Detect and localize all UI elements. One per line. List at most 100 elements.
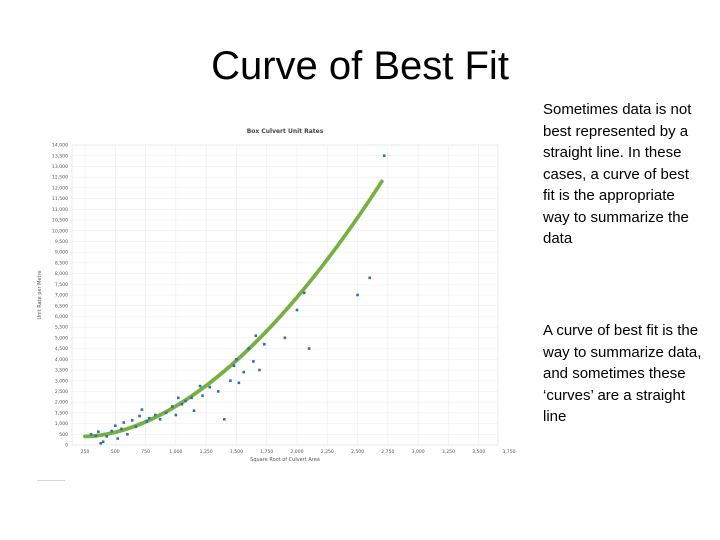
y-tick-label: 4,000 — [55, 357, 68, 363]
data-point — [254, 334, 258, 338]
x-tick-label: 250 — [81, 449, 90, 455]
y-tick-label: 7,000 — [55, 293, 68, 299]
y-tick-label: 3,000 — [55, 378, 68, 384]
x-tick-label: 2,750 — [381, 449, 394, 455]
y-tick-label: 7,500 — [55, 282, 68, 288]
data-point — [174, 413, 178, 417]
y-tick-label: 9,500 — [55, 239, 68, 245]
data-point — [232, 364, 236, 368]
paragraph-1: Sometimes data is not best represented b… — [543, 101, 692, 247]
x-tick-label: 2,250 — [321, 449, 334, 455]
x-tick-label: 1,750 — [260, 449, 273, 455]
chart-figure: 0 500 1,000 1,500 2,000 2,500 3,000 3,500 4,000 4… — [30, 125, 520, 475]
x-tick-label: 2,500 — [351, 449, 364, 455]
data-point — [105, 435, 109, 438]
data-point — [176, 396, 180, 400]
data-point — [101, 440, 105, 444]
data-point — [307, 347, 311, 350]
x-tick-label: 3,750 — [502, 449, 515, 455]
x-tick-label: 3,000 — [412, 449, 425, 455]
y-tick-label: 8,000 — [55, 271, 68, 277]
data-point — [302, 291, 306, 295]
data-point — [235, 357, 238, 361]
data-point — [130, 419, 134, 422]
y-tick-label: 13,500 — [52, 153, 68, 159]
paragraph-2: A curve of best fit is the way to summar… — [543, 322, 702, 425]
data-point — [140, 408, 144, 411]
data-point — [170, 405, 174, 408]
y-tick-label: 2,000 — [55, 400, 68, 406]
y-tick-label: 14,000 — [52, 143, 68, 149]
y-tick-label: 11,500 — [52, 196, 68, 202]
x-tick-label: 3,250 — [442, 449, 455, 455]
y-tick-label: 0 — [65, 443, 68, 449]
y-tick-label: 10,000 — [52, 228, 68, 234]
data-point — [190, 396, 193, 400]
y-tick-label: 1,500 — [55, 410, 68, 416]
data-point — [153, 413, 157, 417]
footer-mark — [37, 480, 65, 481]
data-point — [113, 424, 117, 428]
y-tick-label: 1,000 — [55, 421, 68, 427]
data-point — [89, 432, 93, 436]
data-point — [356, 293, 359, 297]
y-tick-label: 5,000 — [55, 335, 68, 341]
data-point — [158, 417, 162, 421]
data-point — [99, 441, 103, 445]
data-point — [382, 154, 386, 158]
y-tick-label: 10,500 — [52, 218, 68, 224]
data-point — [223, 417, 226, 421]
x-tick-label: 500 — [111, 449, 120, 455]
data-point — [283, 336, 287, 340]
data-point — [116, 437, 120, 440]
y-tick-label: 2,500 — [55, 389, 68, 395]
data-point — [180, 402, 184, 406]
y-tick-label: 500 — [59, 432, 68, 438]
data-point — [192, 409, 196, 413]
x-axis-label: Square Root of Culvert Area — [250, 457, 320, 463]
data-point — [229, 379, 232, 383]
data-point — [145, 420, 149, 423]
data-point — [110, 429, 113, 433]
data-point — [198, 384, 202, 388]
data-point — [94, 434, 98, 438]
data-point — [184, 399, 187, 403]
data-point — [295, 308, 299, 312]
data-point — [201, 394, 204, 398]
y-tick-label: 12,500 — [52, 175, 68, 181]
data-point — [247, 347, 250, 350]
y-tick-label: 12,000 — [52, 185, 68, 191]
y-tick-label: 6,500 — [55, 303, 68, 309]
data-point — [97, 430, 100, 434]
fit-curve-point — [379, 179, 384, 184]
x-tick-label: 3,500 — [472, 449, 485, 455]
data-point — [126, 432, 129, 436]
chart-svg: 0 500 1,000 1,500 2,000 2,500 3,000 3,500 4,000 4… — [37, 128, 516, 463]
data-point — [258, 368, 261, 372]
x-tick-label: 1,500 — [230, 449, 243, 455]
data-point — [120, 427, 123, 431]
y-tick-label: 9,000 — [55, 250, 68, 256]
data-point — [138, 414, 141, 418]
x-tick-label: 1,000 — [169, 449, 182, 455]
y-tick-label: 11,000 — [52, 207, 68, 213]
data-point — [122, 421, 126, 424]
chart-title: Box Culvert Unit Rates — [247, 128, 324, 135]
y-tick-label: 13,000 — [52, 164, 68, 170]
data-point — [252, 360, 255, 363]
data-point — [368, 276, 371, 280]
y-tick-label: 5,500 — [55, 325, 68, 331]
data-point — [242, 370, 245, 374]
slide-title: Curve of Best Fit — [211, 44, 509, 88]
y-tick-label: 8,500 — [55, 260, 68, 266]
x-tick-label: 2,000 — [290, 449, 303, 455]
y-tick-label: 4,500 — [55, 346, 68, 352]
y-tick-label: 3,500 — [55, 368, 68, 374]
data-point — [147, 416, 151, 420]
data-point — [164, 411, 168, 415]
data-point — [216, 390, 220, 393]
data-point — [134, 425, 138, 429]
data-point — [262, 342, 266, 346]
data-point — [237, 381, 241, 385]
y-tick-label: 6,000 — [55, 314, 68, 320]
